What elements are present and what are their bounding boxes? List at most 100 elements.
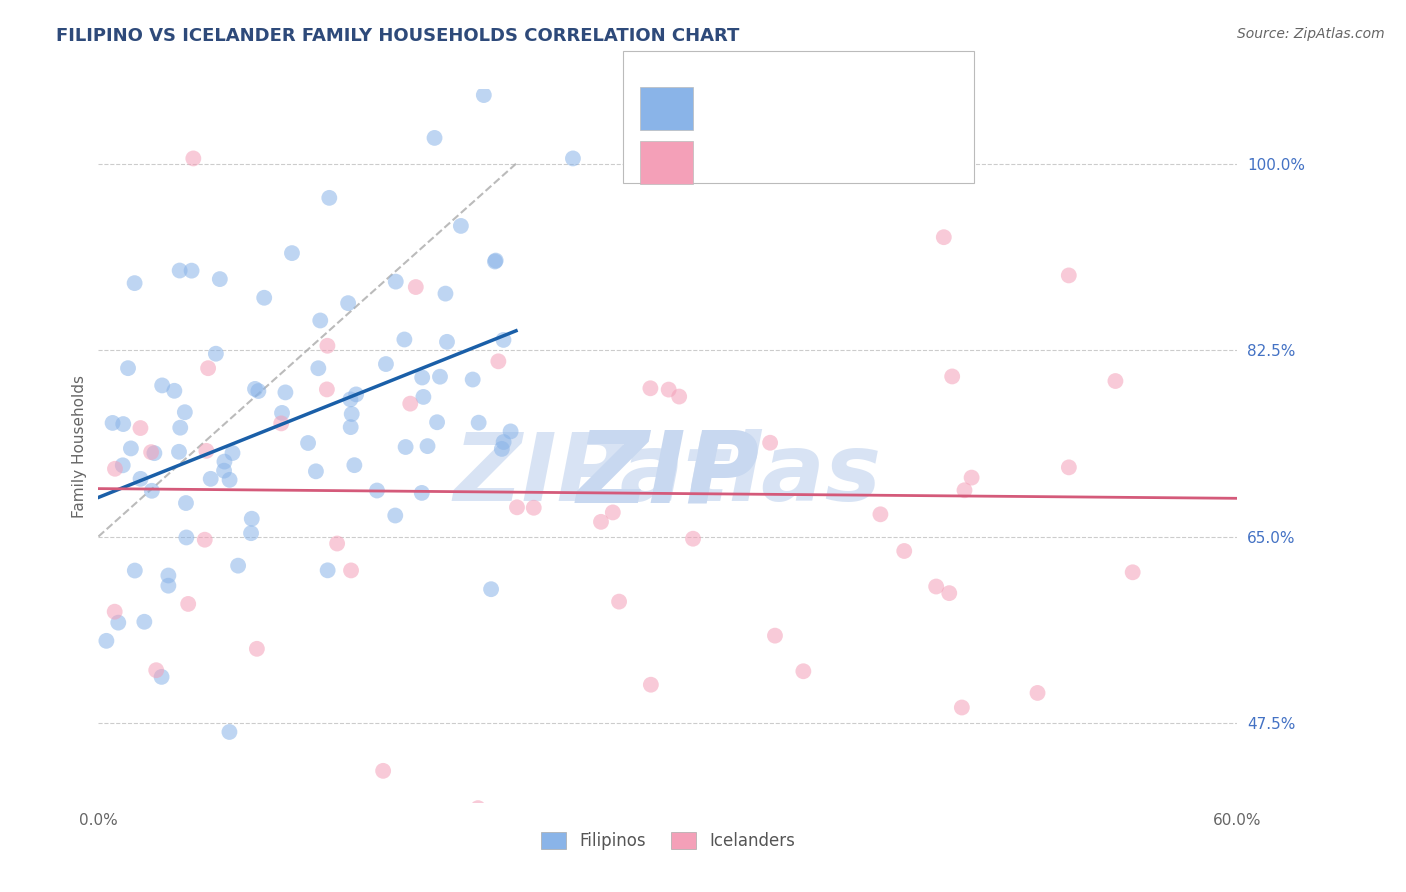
Point bbox=[297, 436, 319, 450]
Point bbox=[759, 435, 782, 450]
Point bbox=[932, 230, 955, 244]
Point bbox=[394, 333, 416, 347]
Point bbox=[925, 580, 948, 594]
Point bbox=[893, 544, 915, 558]
Point bbox=[485, 253, 508, 268]
Point bbox=[194, 533, 217, 547]
Point bbox=[423, 131, 446, 145]
Point bbox=[305, 464, 328, 478]
Point bbox=[246, 641, 269, 656]
Point bbox=[668, 390, 690, 404]
Point bbox=[316, 339, 339, 353]
Point bbox=[315, 383, 337, 397]
Point bbox=[869, 508, 891, 522]
Point bbox=[371, 764, 394, 778]
Point bbox=[270, 417, 292, 431]
Point bbox=[318, 191, 340, 205]
Point bbox=[450, 219, 472, 233]
Point bbox=[960, 470, 983, 484]
Text: R = 0.272: R = 0.272 bbox=[713, 150, 803, 168]
Text: ZIP: ZIP bbox=[576, 426, 759, 523]
Point bbox=[411, 486, 433, 500]
Point bbox=[218, 473, 240, 487]
Point bbox=[316, 563, 339, 577]
Legend: Filipinos, Icelanders: Filipinos, Icelanders bbox=[533, 824, 803, 859]
Point bbox=[253, 291, 276, 305]
Point bbox=[472, 88, 495, 103]
Point bbox=[157, 568, 180, 582]
Point bbox=[169, 263, 191, 277]
Point bbox=[157, 579, 180, 593]
Point bbox=[111, 458, 134, 473]
Point bbox=[486, 354, 509, 368]
Point bbox=[183, 152, 205, 166]
Point bbox=[602, 505, 624, 519]
Point bbox=[174, 496, 197, 510]
Point bbox=[1026, 686, 1049, 700]
Point bbox=[212, 464, 235, 478]
Point bbox=[658, 383, 681, 397]
Point bbox=[671, 114, 693, 128]
Point bbox=[205, 347, 228, 361]
Y-axis label: Family Households: Family Households bbox=[72, 375, 87, 517]
Point bbox=[120, 442, 142, 456]
Point bbox=[523, 500, 546, 515]
Point bbox=[953, 483, 976, 498]
Point bbox=[1104, 374, 1126, 388]
Point bbox=[434, 286, 457, 301]
Point bbox=[176, 531, 198, 545]
Text: FILIPINO VS ICELANDER FAMILY HOUSEHOLDS CORRELATION CHART: FILIPINO VS ICELANDER FAMILY HOUSEHOLDS … bbox=[56, 27, 740, 45]
Point bbox=[96, 633, 118, 648]
Point bbox=[124, 276, 146, 290]
Point bbox=[141, 483, 163, 498]
Point bbox=[247, 384, 270, 398]
Point bbox=[208, 272, 231, 286]
Point bbox=[366, 483, 388, 498]
Point bbox=[129, 472, 152, 486]
Point bbox=[200, 472, 222, 486]
Point bbox=[243, 382, 266, 396]
Point bbox=[177, 597, 200, 611]
Point bbox=[461, 372, 484, 386]
Point bbox=[340, 563, 363, 577]
Point bbox=[134, 615, 156, 629]
Point bbox=[180, 263, 202, 277]
Point bbox=[411, 370, 433, 384]
Point bbox=[145, 663, 167, 677]
Text: N = 46: N = 46 bbox=[858, 150, 925, 168]
Text: ZIPatlas: ZIPatlas bbox=[454, 428, 882, 521]
Point bbox=[117, 361, 139, 376]
Point bbox=[562, 152, 585, 166]
Point bbox=[167, 445, 190, 459]
Point bbox=[467, 416, 489, 430]
Point bbox=[143, 446, 166, 460]
Point bbox=[1057, 460, 1080, 475]
Point bbox=[394, 440, 416, 454]
Point bbox=[339, 392, 361, 407]
Point bbox=[337, 296, 360, 310]
Point bbox=[307, 361, 329, 376]
Point bbox=[274, 385, 297, 400]
Text: Source: ZipAtlas.com: Source: ZipAtlas.com bbox=[1237, 27, 1385, 41]
Point bbox=[129, 421, 152, 435]
Text: N = 80: N = 80 bbox=[858, 96, 925, 114]
Point bbox=[412, 390, 434, 404]
Point bbox=[281, 246, 304, 260]
Point bbox=[240, 526, 263, 541]
Point bbox=[384, 508, 406, 523]
Point bbox=[271, 406, 294, 420]
Point bbox=[112, 417, 135, 431]
Point bbox=[218, 725, 240, 739]
Point bbox=[169, 420, 191, 434]
Point bbox=[384, 275, 406, 289]
Point bbox=[1122, 566, 1144, 580]
Point bbox=[399, 397, 422, 411]
Point bbox=[124, 564, 146, 578]
Point bbox=[195, 443, 218, 458]
Point bbox=[467, 801, 489, 815]
Point bbox=[429, 369, 451, 384]
Point bbox=[792, 665, 814, 679]
Point bbox=[1057, 268, 1080, 283]
Point bbox=[941, 369, 963, 384]
Point bbox=[506, 500, 529, 515]
